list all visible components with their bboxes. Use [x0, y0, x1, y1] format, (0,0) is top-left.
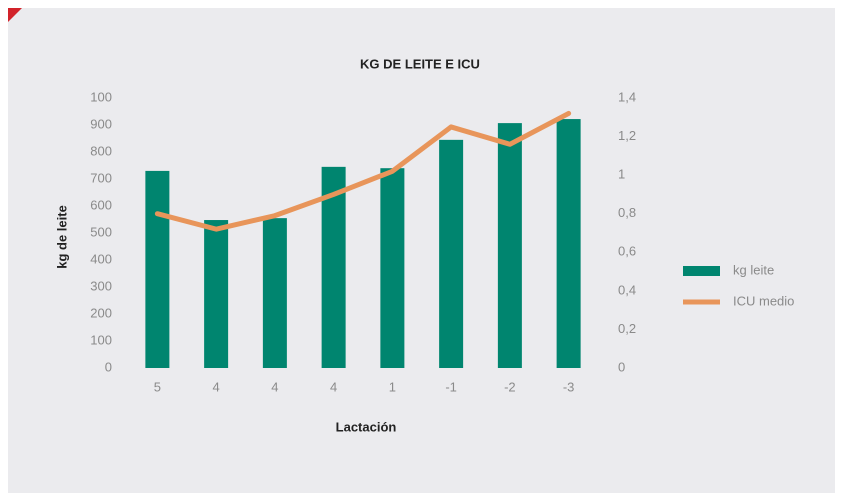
y2-tick-label: 0,4: [618, 282, 636, 297]
y2-tick-label: 0: [618, 359, 625, 374]
x-tick-label: 4: [271, 379, 278, 394]
x-tick-label: -2: [504, 379, 516, 394]
panel: [8, 8, 835, 493]
y-tick-label: 200: [90, 305, 112, 320]
y-tick-label: 400: [90, 251, 112, 266]
x-tick-label: 5: [154, 379, 161, 394]
x-tick-label: -3: [563, 379, 575, 394]
corner-mark: [8, 8, 22, 22]
line: [154, 110, 572, 232]
legend-label: ICU medio: [733, 293, 794, 308]
x-axis-title: Lactación: [336, 419, 397, 434]
y-tick-label: 600: [90, 197, 112, 212]
bar: [556, 119, 581, 368]
y-axis-title: kg de leite: [54, 205, 69, 269]
y2-tick-label: 1: [618, 167, 625, 182]
y-tick-label: 900: [90, 116, 112, 131]
x-tick-label: 4: [330, 379, 337, 394]
bar: [439, 139, 464, 368]
bar: [321, 166, 346, 368]
y-tick-label: 100: [90, 332, 112, 347]
bar: [204, 220, 229, 368]
legend-swatch: [683, 266, 720, 276]
y2-tick-label: 0,2: [618, 321, 636, 336]
x-tick-label: 1: [389, 379, 396, 394]
y-tick-label: 500: [90, 224, 112, 239]
chart-title: KG DE LEITE E ICU: [360, 56, 480, 71]
legend-label: kg leite: [733, 262, 774, 277]
bar: [145, 170, 170, 368]
y2-tick-label: 0,6: [618, 244, 636, 259]
x-tick-label: 4: [213, 379, 220, 394]
bar: [497, 123, 522, 368]
y-tick-label: 100: [90, 89, 112, 104]
y2-tick-label: 0,8: [618, 205, 636, 220]
bar: [380, 168, 405, 368]
y-tick-label: 700: [90, 170, 112, 185]
y-tick-label: 800: [90, 143, 112, 158]
y-tick-label: 0: [105, 359, 112, 374]
y-tick-label: 300: [90, 278, 112, 293]
y2-tick-label: 1,4: [618, 89, 636, 104]
y2-tick-label: 1,2: [618, 128, 636, 143]
bar: [262, 218, 287, 368]
x-tick-label: -1: [445, 379, 457, 394]
